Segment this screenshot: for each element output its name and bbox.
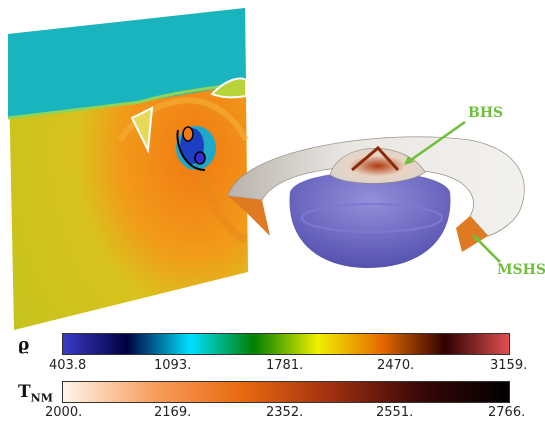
density-tick: 403.8 [49, 358, 87, 373]
temperature-colorbar [62, 381, 510, 403]
density-symbol: ϱ [18, 335, 30, 355]
temperature-tick: 2352. [266, 405, 304, 420]
simulation-scene [7, 8, 525, 330]
temperature-tick: 2551. [376, 405, 414, 420]
temperature-symbol: TNM [18, 382, 53, 405]
temperature-tick: 2000. [45, 405, 83, 420]
density-slice-panel [7, 8, 249, 330]
temperature-tick: 2169. [154, 405, 192, 420]
density-tick: 2470. [377, 358, 415, 373]
density-tick: 1781. [266, 358, 304, 373]
annotation-arrows [404, 120, 501, 263]
density-tick: 3159. [490, 358, 528, 373]
shock-surfaces-3d [227, 136, 525, 268]
density-colorbar [62, 333, 510, 355]
temperature-tick: 2766. [488, 405, 526, 420]
bhs-label: BHS [468, 105, 504, 121]
mshs-label: MSHS [497, 262, 545, 278]
density-tick: 1093. [154, 358, 192, 373]
